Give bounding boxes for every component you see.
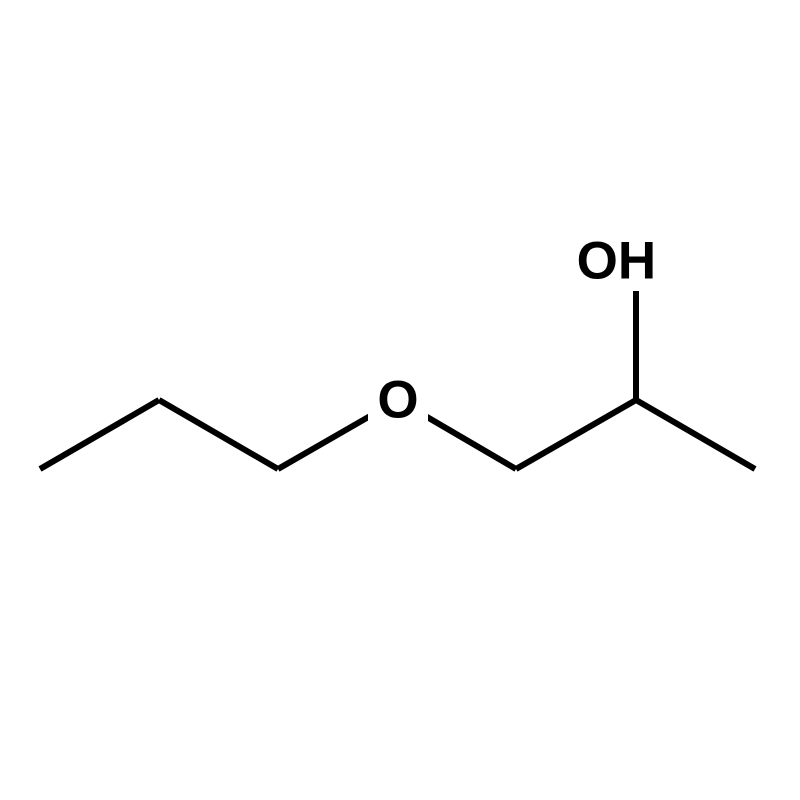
bond-c6-c7 xyxy=(636,400,755,469)
bond-c2-c3 xyxy=(159,400,278,469)
bond-c5-c6 xyxy=(516,400,636,469)
atom-label-o4: O xyxy=(377,371,418,430)
bond-o4-c5 xyxy=(420,413,516,469)
atom-label-o8: OH xyxy=(577,232,657,291)
molecule-canvas: O OH xyxy=(0,0,800,800)
bond-c1-c2 xyxy=(40,400,159,469)
atom-labels-group: O OH xyxy=(368,232,706,430)
bond-c3-o4 xyxy=(278,413,375,469)
